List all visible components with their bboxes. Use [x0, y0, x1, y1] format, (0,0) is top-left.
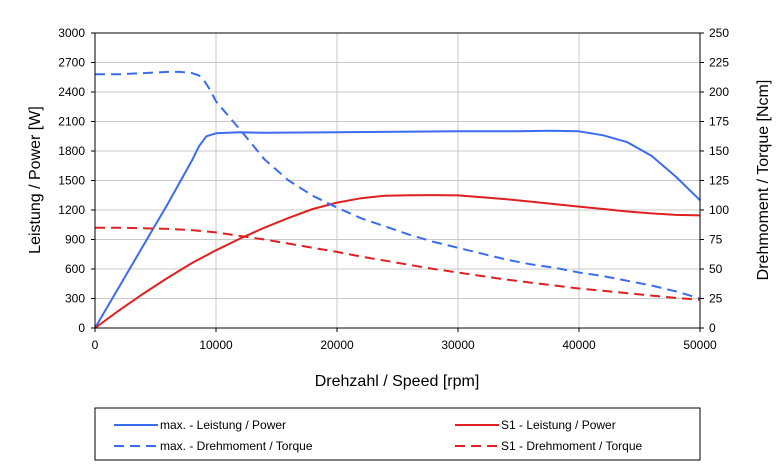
y-right-tick-label: 50: [709, 262, 723, 276]
legend: max. - Leistung / Power S1 - Leistung / …: [94, 407, 701, 461]
legend-label-s1-power: S1 - Leistung / Power: [501, 418, 616, 432]
y-left-tick-label: 2700: [58, 56, 85, 70]
series-s1-power-line: [94, 194, 701, 329]
y-left-ticks: 0 300 600 900 1200 1500 1800 2100 2400 2700 3000: [58, 26, 95, 335]
x-axis-label: Drehzahl / Speed [rpm]: [315, 373, 480, 390]
x-tick-label: 20000: [320, 338, 354, 352]
series-s1-torque-line: [95, 226, 701, 301]
x-ticks: 0 10000 20000 30000 40000 50000: [92, 328, 717, 352]
legend-box: [94, 407, 701, 461]
y-right-tick-label: 125: [709, 174, 729, 188]
y-left-tick-label: 2400: [58, 85, 85, 99]
y-left-tick-label: 600: [65, 262, 85, 276]
y-left-tick-label: 1200: [58, 203, 85, 217]
y-right-tick-label: 75: [709, 233, 723, 247]
y-left-tick-label: 3000: [58, 26, 85, 40]
x-tick-label: 0: [92, 338, 99, 352]
x-tick-label: 30000: [441, 338, 475, 352]
y-right-tick-label: 100: [709, 203, 729, 217]
y-left-tick-label: 900: [65, 233, 85, 247]
x-tick-label: 40000: [562, 338, 596, 352]
y-right-tick-label: 25: [709, 292, 723, 306]
y-left-tick-label: 1500: [58, 174, 85, 188]
x-tick-label: 10000: [199, 338, 233, 352]
x-tick-label: 50000: [683, 338, 717, 352]
y-right-tick-label: 225: [709, 56, 729, 70]
y-left-tick-label: 2100: [58, 115, 85, 129]
series-max-power-line: [94, 129, 701, 329]
series-group: [94, 70, 701, 329]
legend-label-max-power: max. - Leistung / Power: [160, 418, 286, 432]
y-right-tick-label: 200: [709, 85, 729, 99]
y-left-axis-label: Leistung / Power [W]: [27, 106, 44, 254]
y-right-tick-label: 0: [709, 321, 716, 335]
legend-label-max-torque: max. - Drehmoment / Torque: [160, 439, 313, 453]
y-right-axis-label: Drehmoment / Torque [Ncm]: [755, 80, 772, 281]
y-left-tick-label: 1800: [58, 144, 85, 158]
y-right-tick-label: 175: [709, 115, 729, 129]
y-right-tick-label: 250: [709, 26, 729, 40]
grid: [95, 33, 700, 328]
legend-label-s1-torque: S1 - Drehmoment / Torque: [501, 439, 643, 453]
y-right-tick-label: 150: [709, 144, 729, 158]
series-max-torque-line: [95, 70, 701, 300]
y-left-tick-label: 0: [78, 321, 85, 335]
y-left-tick-label: 300: [65, 292, 85, 306]
y-right-ticks: 0 25 50 75 100 125 150 175 200 225 250: [700, 26, 729, 335]
